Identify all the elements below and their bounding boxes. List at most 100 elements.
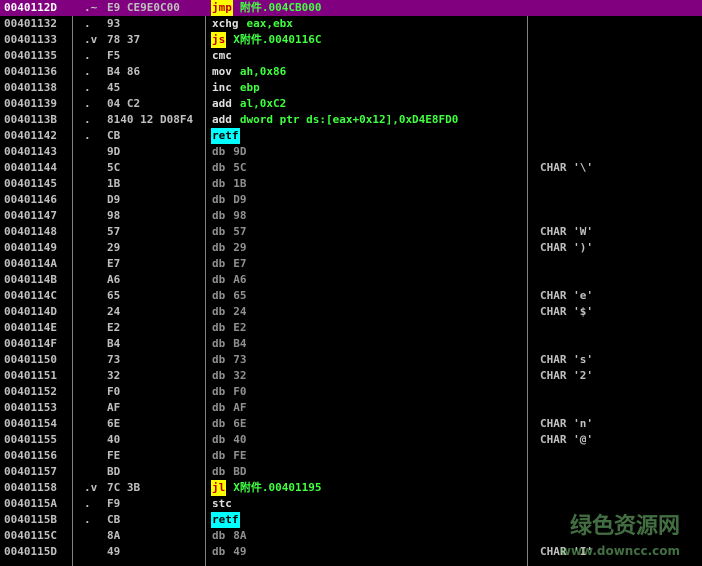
hex-bytes: 1B (107, 177, 121, 190)
mnemonic: db (212, 145, 226, 158)
operands: BD (233, 465, 247, 478)
hex-bytes: 24 (107, 305, 121, 318)
comment: CHAR '2' (540, 369, 593, 382)
address: 0040113B (4, 113, 57, 126)
code-row[interactable]: 00401154 6E db 6E CHAR 'n' (0, 416, 702, 432)
mnemonic: xchg (212, 17, 239, 30)
code-row[interactable]: 00401150 73 db 73 CHAR 's' (0, 352, 702, 368)
comment: CHAR 'I' (540, 545, 593, 558)
hex-bytes: E9 CE9E0C00 (107, 1, 180, 14)
mnemonic: mov (212, 65, 232, 78)
code-row[interactable]: 00401158 .v 7C 3B jl X附件.00401195 (0, 480, 702, 496)
code-row[interactable]: 0040114F B4 db B4 (0, 336, 702, 352)
code-row[interactable]: 0040114D 24 db 24 CHAR '$' (0, 304, 702, 320)
code-row[interactable]: 0040112D .~ E9 CE9E0C00 jmp 附件.004CB000 (0, 0, 702, 16)
address: 00401132 (4, 17, 57, 30)
mnemonic: db (212, 417, 226, 430)
hex-bytes: AF (107, 401, 121, 414)
address: 00401148 (4, 225, 57, 238)
code-row[interactable]: 00401133 .v 78 37 js X附件.0040116C (0, 32, 702, 48)
mnemonic: db (212, 193, 226, 206)
code-row[interactable]: 00401153 AF db AF (0, 400, 702, 416)
code-row[interactable]: 00401136. B4 86 mov ah,0x86 (0, 64, 702, 80)
hex-bytes: 65 (107, 289, 121, 302)
operands: 65 (233, 289, 247, 302)
code-row[interactable]: 00401149 29 db 29 CHAR ')' (0, 240, 702, 256)
code-row[interactable]: 00401152 F0 db F0 (0, 384, 702, 400)
column-separator (72, 0, 73, 566)
code-row[interactable]: 00401151 32 db 32 CHAR '2' (0, 368, 702, 384)
code-row[interactable]: 00401147 98 db 98 (0, 208, 702, 224)
address: 00401133 (4, 33, 57, 46)
code-row[interactable]: 00401156 FE db FE (0, 448, 702, 464)
operands: dword ptr ds:[eax+0x12],0xD4E8FD0 (239, 113, 459, 126)
mnemonic: db (212, 545, 226, 558)
code-row[interactable]: 00401132. 93 xchg eax,ebx (0, 16, 702, 32)
operands: 24 (233, 305, 247, 318)
operands: ebp (239, 81, 260, 94)
code-row[interactable]: 0040115A. F9 stc (0, 496, 702, 512)
hex-bytes: A6 (107, 273, 121, 286)
operands: eax,ebx (246, 17, 293, 30)
code-row[interactable]: 00401143 9D db 9D (0, 144, 702, 160)
column-separator (205, 0, 206, 566)
code-row[interactable]: 0040114E E2 db E2 (0, 320, 702, 336)
mnemonic: db (212, 257, 226, 270)
mnemonic: db (212, 225, 226, 238)
jump-marker: . (84, 513, 91, 526)
hex-bytes: D9 (107, 193, 121, 206)
hex-bytes: 6E (107, 417, 121, 430)
jump-marker: . (84, 97, 91, 110)
code-row[interactable]: 0040115B. CB retf (0, 512, 702, 528)
hex-bytes: 29 (107, 241, 121, 254)
code-row[interactable]: 0040114C 65 db 65 CHAR 'e' (0, 288, 702, 304)
address: 0040115D (4, 545, 57, 558)
code-row[interactable]: 00401146 D9 db D9 (0, 192, 702, 208)
code-row[interactable]: 0040114B A6 db A6 (0, 272, 702, 288)
mnemonic: add (212, 113, 232, 126)
comment: CHAR 'n' (540, 417, 593, 430)
operands: 73 (233, 353, 247, 366)
address: 00401138 (4, 81, 57, 94)
code-row[interactable]: 00401139. 04 C2 add al,0xC2 (0, 96, 702, 112)
address: 0040115A (4, 497, 57, 510)
code-row[interactable]: 0040115C 8A db 8A (0, 528, 702, 544)
comment: CHAR '\' (540, 161, 593, 174)
mnemonic: db (212, 241, 226, 254)
hex-bytes: 9D (107, 145, 121, 158)
code-row[interactable]: 00401155 40 db 40 CHAR '@' (0, 432, 702, 448)
code-row[interactable]: 0040113B. 8140 12 D08F4 add dword ptr ds:[e… (0, 112, 702, 128)
hex-bytes: 8140 12 D08F4 (107, 113, 194, 126)
mnemonic: db (212, 161, 226, 174)
operands: E7 (233, 257, 247, 270)
comment: CHAR ')' (540, 241, 593, 254)
hex-bytes: BD (107, 465, 121, 478)
hex-bytes: FE (107, 449, 121, 462)
code-row[interactable]: 0040115D 49 db 49 CHAR 'I' (0, 544, 702, 560)
jump-marker: . (84, 113, 91, 126)
code-row[interactable]: 00401157 BD db BD (0, 464, 702, 480)
mnemonic: db (212, 273, 226, 286)
code-row[interactable]: 0040114A E7 db E7 (0, 256, 702, 272)
code-row[interactable]: 00401148 57 db 57 CHAR 'W' (0, 224, 702, 240)
mnemonic: db (212, 433, 226, 446)
mnemonic: js (211, 32, 227, 48)
code-row[interactable]: 00401145 1B db 1B (0, 176, 702, 192)
comment: CHAR '@' (540, 433, 593, 446)
jump-marker: .~ (84, 1, 98, 14)
mnemonic: add (212, 97, 232, 110)
mnemonic: db (212, 337, 226, 350)
address: 0040115C (4, 529, 57, 542)
operands: 9D (233, 145, 247, 158)
code-row[interactable]: 00401144 5C db 5C CHAR '\' (0, 160, 702, 176)
address: 00401150 (4, 353, 57, 366)
comment: CHAR 'W' (540, 225, 593, 238)
operands: 8A (233, 529, 247, 542)
code-row[interactable]: 00401138. 45 inc ebp (0, 80, 702, 96)
jump-marker: . (84, 497, 91, 510)
code-row[interactable]: 00401142. CB retf (0, 128, 702, 144)
hex-bytes: 7C 3B (107, 481, 141, 494)
code-row[interactable]: 00401135. F5 cmc (0, 48, 702, 64)
operands: A6 (233, 273, 247, 286)
hex-bytes: 5C (107, 161, 121, 174)
